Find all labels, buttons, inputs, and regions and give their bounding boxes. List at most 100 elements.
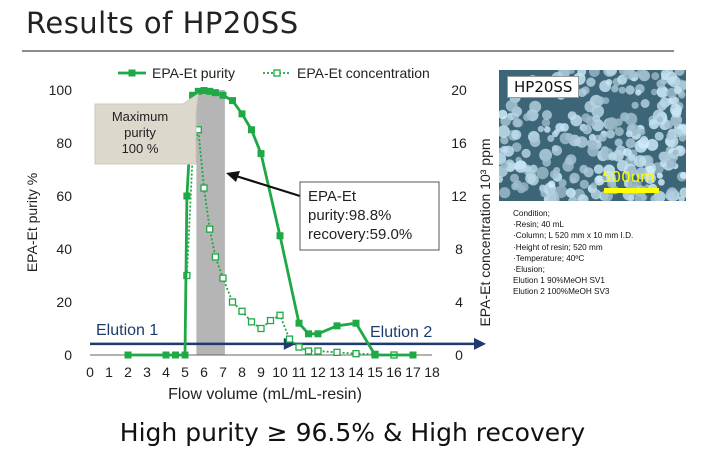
callout-arrow-line (235, 174, 301, 198)
resin-bead (605, 79, 613, 86)
condition-line: Elution 1 90%MeOH SV1 (513, 276, 605, 286)
resin-bead (631, 101, 639, 109)
resin-bead (623, 70, 635, 80)
resin-bead (512, 118, 522, 128)
resin-bead (628, 153, 636, 161)
condition-line: Elution 2 100%MeOH SV3 (513, 287, 610, 297)
purity-point (238, 110, 246, 118)
y-tick-label: 0 (64, 347, 72, 363)
resin-beads-image (499, 70, 686, 201)
resin-bead (646, 138, 659, 151)
resin-bead (596, 96, 605, 105)
resin-micrograph (499, 70, 686, 201)
resin-bead (589, 70, 600, 77)
resin-bead (608, 152, 617, 161)
y-tick-label: 60 (56, 188, 72, 204)
resin-bead (537, 125, 545, 133)
resin-bead (667, 191, 675, 200)
epa-callout-text: purity:98.8% (308, 207, 391, 224)
concentration-point (314, 347, 322, 355)
resin-bead (582, 124, 592, 135)
resin-bead (539, 184, 546, 192)
concentration-point (228, 298, 237, 306)
resin-bead (536, 166, 549, 180)
condition-line: ·Resin; 40 mL (513, 220, 564, 230)
y-tick-label: 100 (49, 82, 73, 98)
resin-bead (511, 142, 522, 152)
resin-bead (656, 101, 667, 111)
x-tick-label: 5 (181, 364, 189, 380)
concentration-point (257, 324, 265, 333)
purity-point (194, 87, 202, 95)
max-purity-callout-text: Maximum (112, 109, 168, 124)
purity-point (181, 351, 189, 359)
y2-tick-label: 0 (455, 347, 463, 363)
resin-bead (654, 131, 664, 141)
epa-callout-box (299, 181, 440, 251)
resin-bead (651, 88, 658, 96)
y-tick-label: 80 (56, 135, 72, 151)
purity-point (162, 351, 170, 359)
resin-bead (583, 167, 594, 178)
purity-point (314, 330, 322, 338)
resin-bead (500, 136, 509, 145)
epa-callout-text: recovery:59.0% (308, 226, 412, 243)
resin-bead (565, 154, 577, 165)
resin-bead (673, 86, 682, 95)
resin-bead (590, 182, 598, 189)
resin-bead (577, 194, 589, 201)
resin-bead (658, 178, 665, 186)
resin-bead (553, 167, 561, 174)
resin-bead (636, 70, 647, 79)
y2-tick-label: 12 (451, 188, 467, 204)
resin-bead (577, 70, 587, 77)
purity-point (183, 192, 191, 200)
x-tick-label: 0 (86, 364, 94, 380)
resin-bead (634, 193, 646, 201)
concentration-line (186, 129, 395, 356)
concentration-point (352, 350, 360, 358)
resin-bead (665, 71, 678, 84)
resin-bead (547, 135, 555, 142)
resin-bead (625, 85, 635, 95)
resin-bead (673, 128, 683, 138)
resin-bead (523, 113, 531, 121)
resin-bead (625, 172, 634, 182)
resin-bead (542, 157, 552, 167)
resin-bead (592, 114, 601, 123)
x-tick-label: 7 (219, 364, 227, 380)
resin-bead (544, 126, 551, 133)
concentration-point (211, 253, 220, 261)
x-tick-label: 17 (405, 364, 421, 380)
resin-bead (658, 151, 669, 162)
resin-bead (499, 109, 508, 120)
resin-bead (634, 155, 647, 168)
concentration-point (304, 347, 313, 355)
resin-bead (666, 132, 675, 141)
x-tick-label: 9 (257, 364, 265, 380)
resin-bead (625, 130, 633, 138)
resin-bead (529, 136, 541, 148)
purity-point (124, 351, 132, 359)
resin-bead (656, 86, 669, 98)
y2-axis-title: EPA-Et concentration 10³ ppm (477, 138, 493, 326)
resin-bead (625, 138, 636, 149)
resin-bead (542, 110, 552, 120)
purity-point (333, 322, 341, 330)
resin-bead (525, 173, 537, 184)
resin-bead (605, 172, 616, 183)
resin-bead (516, 184, 526, 194)
resin-bead (499, 175, 503, 183)
concentration-point (206, 225, 214, 233)
resin-bead (618, 86, 626, 94)
resin-bead (648, 118, 660, 130)
resin-bead (674, 70, 685, 76)
x-tick-label: 10 (272, 364, 288, 380)
resin-bead (584, 100, 596, 113)
concentration-point (200, 184, 208, 192)
callout-arrowhead (226, 171, 240, 182)
resin-bead (560, 123, 569, 132)
x-tick-label: 11 (292, 364, 307, 380)
concentration-point (238, 307, 246, 315)
resin-bead (627, 195, 635, 201)
